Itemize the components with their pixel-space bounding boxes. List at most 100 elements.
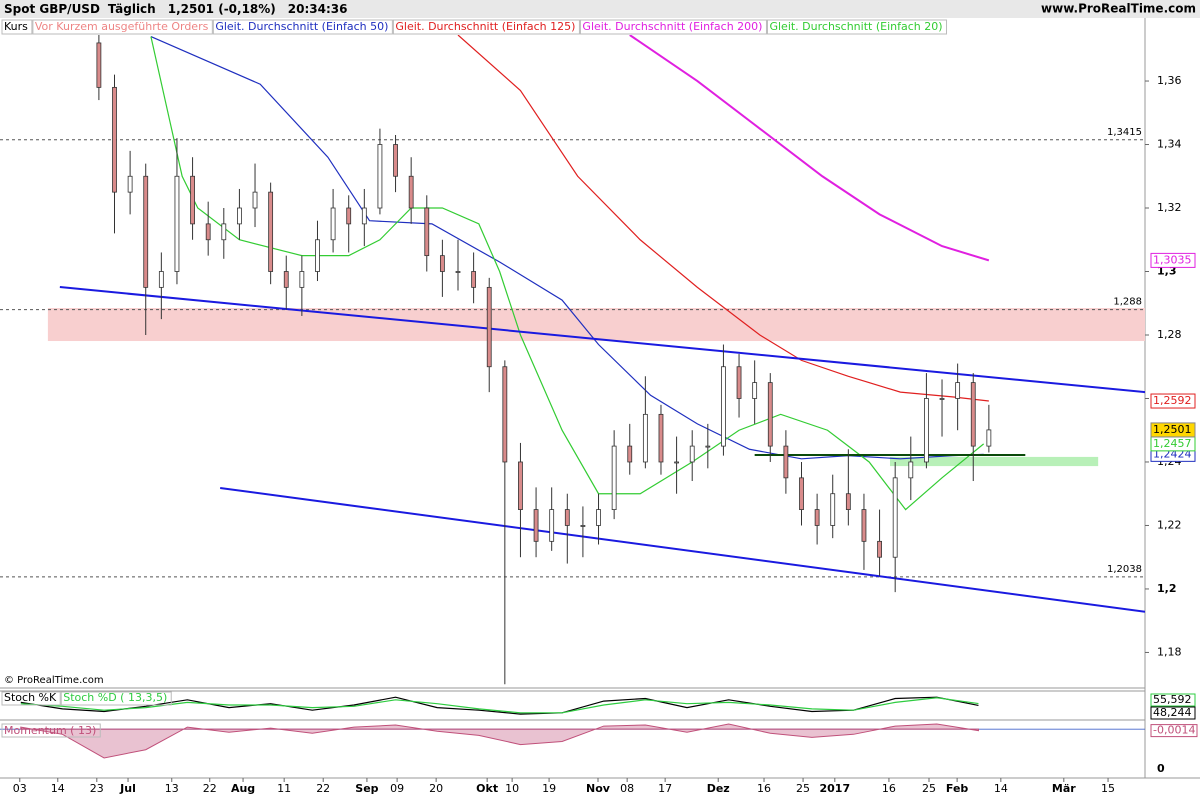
y-tick-label: 1,34 [1157,138,1182,151]
x-tick-label: Okt [476,782,498,795]
value-box-label: 48,244 [1153,706,1192,719]
candle-body [455,271,461,273]
legend: Kurs Vor Kurzem ausgeführte Orders Gleit. … [1,19,948,35]
candle-body [767,382,773,447]
price-panel [0,35,1145,685]
candle-body [471,271,477,288]
x-tick-label: 14 [994,782,1008,795]
legend-box [392,19,580,35]
value-box-label: -0,0014 [1153,724,1195,737]
panel-legend: Stoch %K [4,691,57,704]
candle-body [221,223,227,241]
legend-entry: Gleit. Durchschnitt (Einfach 20) [769,20,942,33]
stoch-line [20,697,979,714]
header-text: Spot GBP/USD Täglich 1,2501 (-0,18%) 20:34:… [4,2,348,16]
candle-body [127,175,133,193]
panel-legend-box [1,691,61,706]
y-tick-label: 0 [1157,762,1165,775]
x-tick-label: 22 [203,782,217,795]
moving-average [150,36,985,511]
candle-body [596,509,601,526]
value-box [1150,252,1196,268]
candle-body [752,382,758,399]
x-tick-label: 11 [277,782,291,795]
x-tick-label: 20 [429,782,443,795]
candle-body [315,239,320,272]
legend-box [212,19,393,35]
value-box-label: 1,3035 [1153,253,1192,266]
y-tick-label: 1,28 [1157,328,1182,341]
candle-body [518,461,523,510]
zone [47,308,1145,342]
x-tick-label: 22 [316,782,330,795]
x-tick-label: 15 [1101,782,1115,795]
x-tick-label: 16 [882,782,896,795]
candle-body [268,191,274,272]
x-tick-label: 09 [390,782,404,795]
candle-body [237,207,242,225]
moving-average [457,35,989,402]
x-tick-label: Dez [707,782,730,795]
candle-body [408,175,414,209]
legend-entry: Gleit. Durchschnitt (Einfach 50) [215,20,388,33]
candle-body [190,175,195,225]
moving-average [629,35,990,262]
candle-body [877,540,882,558]
value-box-label: 1,2501 [1153,423,1192,436]
x-tick-label: Nov [586,782,611,795]
candle-body [299,271,305,288]
moving-average [150,36,984,460]
panel-legend-box [1,723,101,738]
x-tick-label: 17 [658,782,672,795]
candle-body [330,207,336,241]
y-tick-label: 1,2 [1157,582,1177,595]
legend-entry: Gleit. Durchschnitt (Einfach 200) [582,20,762,33]
x-tick-label: 16 [757,782,771,795]
y-tick-label: 1,22 [1157,518,1182,531]
level-label: 1,288 [1113,297,1142,308]
x-tick-label: 08 [620,782,634,795]
stoch-panel [20,696,979,715]
candle-body [283,271,289,288]
x-tick-label: 13 [165,782,179,795]
x-tick-label: 25 [922,782,936,795]
legend-entry: Vor Kurzem ausgeführte Orders [35,20,209,33]
candle-body [783,445,789,479]
panel-legend: Stoch %D ( 13,3,5) [63,691,167,704]
candle-body [346,207,352,225]
candle-body [627,445,633,463]
y-tick-label: 1,36 [1157,74,1182,87]
value-box-label: 1,2592 [1153,394,1192,407]
candle-body [439,255,445,272]
x-tick-label: 19 [542,782,556,795]
candle-body [393,144,398,177]
candle-body [377,144,383,209]
candle-body [799,477,804,510]
x-tick-label: Feb [946,782,969,795]
momentum-area [20,723,979,759]
trendline [59,286,1145,394]
legend-box [32,19,213,35]
panel-legend-box [60,691,172,706]
title-bar [0,0,1200,18]
candle-body [736,366,742,399]
candle-body [143,175,149,288]
candle-body [721,366,726,447]
candle-body [861,509,867,542]
candle-body [970,382,976,447]
x-tick-label: 10 [505,782,519,795]
legend-entry: Kurs [4,20,28,33]
value-box-label: 1,2457 [1153,437,1192,450]
candle-body [642,413,648,463]
site: www.ProRealTime.com [1041,2,1196,16]
value-box [1150,724,1198,738]
y-tick-label: 1,18 [1157,645,1182,658]
candle-body [924,398,929,463]
value-box-label: 55,592 [1153,693,1192,706]
value-box [1150,693,1196,707]
candle-body [705,445,711,448]
candle-body [830,493,836,526]
candle-body [502,366,508,463]
x-tick-label: 14 [51,782,65,795]
